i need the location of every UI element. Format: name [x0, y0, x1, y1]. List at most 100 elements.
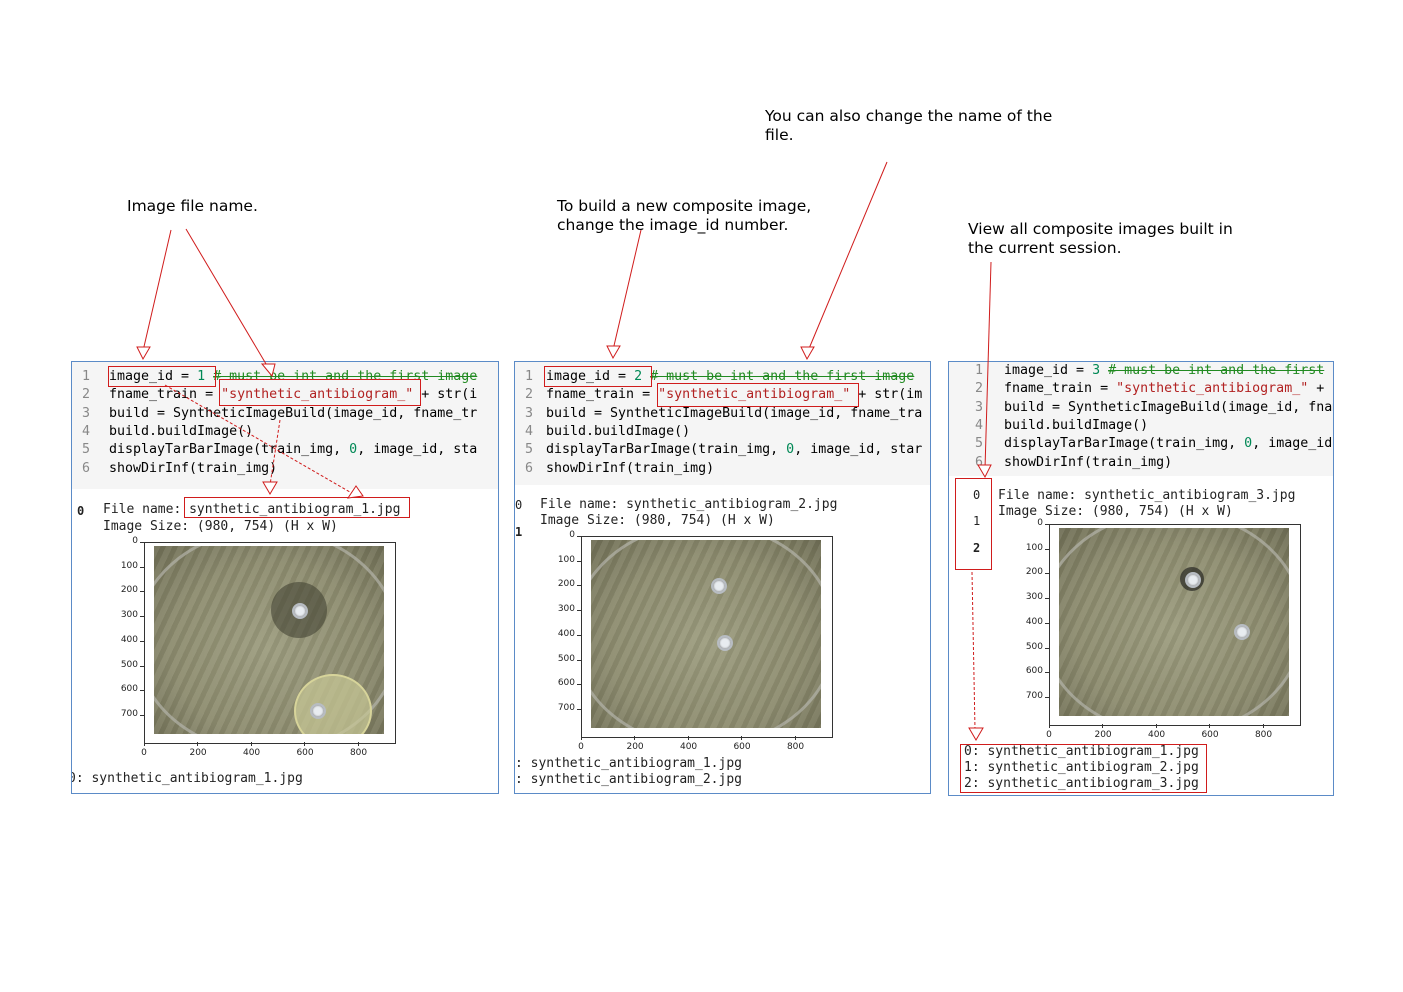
code-token: fname_train =: [1004, 381, 1117, 397]
code-token: image_id =: [546, 369, 635, 384]
output-prompt-3-1[interactable]: 1: [973, 514, 981, 528]
y-tick-label: 100: [120, 560, 138, 571]
code-token: [1100, 363, 1108, 378]
code-token: image_id =: [1004, 363, 1093, 378]
x-tick-label: 400: [242, 748, 261, 758]
code-token: , image_id, star: [794, 442, 923, 458]
y-tick-label: 600: [557, 678, 575, 689]
code-token: displayTarBarImage(train_img,: [1004, 436, 1245, 452]
y-tick-label: 0: [1037, 518, 1043, 528]
output-prompt-list: [955, 478, 992, 570]
code-editor-3[interactable]: 1 image_id = 3 # must be int and the firs…: [949, 362, 1333, 476]
y-tick-label: 0: [132, 536, 138, 546]
code-text: displayTarBarImage(train_img, 0, image_i…: [109, 441, 477, 459]
code-token: , image_id, sta: [357, 442, 478, 458]
y-tick-mark: [1045, 548, 1049, 550]
y-tick-label: 300: [120, 610, 138, 621]
x-tick-label: 800: [786, 742, 805, 752]
code-token: build = SyntheticImageBuild(image_id, fn…: [109, 405, 478, 421]
code-token: fname_train =: [109, 387, 222, 403]
image-size-output-2: Image Size: (980, 754) (H x W): [540, 513, 775, 528]
x-tick-label: 400: [679, 742, 698, 752]
code-token: + str(im: [850, 387, 923, 403]
line-number: 2: [524, 387, 533, 403]
code-token: image_id =: [109, 369, 198, 384]
note-view-all-images: View all composite images built in the c…: [968, 220, 1233, 257]
note-change-file-name: You can also change the name of the file…: [765, 107, 1053, 144]
x-tick-label: 800: [1254, 730, 1273, 740]
y-tick-mark: [577, 634, 581, 636]
x-tick-mark: [687, 736, 689, 740]
line-number: 5: [974, 436, 983, 452]
x-tick-mark: [197, 742, 199, 746]
notebook-cell-2: 1 image_id = 2 # must be int and the firs…: [514, 361, 931, 794]
y-tick-label: 400: [1025, 616, 1043, 627]
code-text: image_id = 2 # must be int and the first…: [546, 368, 914, 386]
code-token: showDirInf(train_img): [1004, 454, 1173, 470]
antibiotic-disc: [717, 634, 734, 651]
code-token: 1: [197, 369, 206, 384]
output-prompt-3-2[interactable]: 2: [973, 541, 981, 555]
y-tick-label: 400: [557, 628, 575, 639]
x-tick-mark: [741, 736, 743, 740]
y-tick-mark: [577, 709, 581, 711]
x-tick-mark: [1102, 724, 1104, 728]
line-number: 6: [524, 460, 533, 476]
x-tick-label: 0: [141, 748, 147, 758]
x-tick-label: 800: [349, 748, 368, 758]
code-text: build = SyntheticImageBuild(image_id, fn…: [1004, 399, 1333, 417]
line-number: 4: [974, 417, 983, 433]
antibiotic-disc: [291, 602, 308, 619]
y-tick-mark: [140, 616, 144, 618]
x-tick-mark: [1155, 724, 1157, 728]
code-editor-2[interactable]: 1 image_id = 2 # must be int and the firs…: [515, 362, 930, 485]
petri-dish-image: [1059, 528, 1289, 716]
y-tick-label: 600: [120, 684, 138, 695]
code-token: # must be int and the first image: [213, 369, 478, 384]
image-plot-3: 0 100 200 300 400 500 600 700 0 200 400 600 800: [1013, 518, 1313, 744]
code-token: +: [1308, 381, 1333, 397]
y-tick-mark: [1045, 697, 1049, 699]
code-text: build.buildImage(): [1004, 417, 1148, 435]
code-token: # must be int and the first: [1108, 363, 1325, 378]
petri-dish-image: [591, 540, 821, 728]
code-token: 0: [786, 442, 795, 458]
code-text: fname_train = "synthetic_antibiogram_" +…: [546, 386, 922, 404]
notebook-cell-3: 1 image_id = 3 # must be int and the firs…: [948, 361, 1334, 796]
line-number: 4: [81, 423, 90, 439]
y-tick-mark: [140, 542, 144, 543]
y-tick-mark: [577, 585, 581, 587]
code-text: image_id = 3 # must be int and the first: [1004, 362, 1324, 380]
code-token: , image_id: [1252, 436, 1333, 452]
y-tick-label: 700: [1025, 691, 1043, 702]
image-size-output-1: Image Size: (980, 754) (H x W): [103, 519, 338, 534]
line-number: 6: [974, 454, 983, 470]
code-token: showDirInf(train_img): [546, 460, 715, 476]
dir-listing-3a: 0: synthetic_antibiogram_1.jpg: [964, 744, 1199, 759]
y-tick-label: 500: [120, 659, 138, 670]
line-number: 1: [81, 369, 90, 384]
y-tick-label: 100: [557, 554, 575, 565]
y-tick-mark: [1045, 524, 1049, 525]
y-tick-label: 500: [557, 653, 575, 664]
y-tick-mark: [577, 560, 581, 562]
code-token: 0: [1244, 436, 1253, 452]
code-token: 0: [349, 442, 358, 458]
code-text: displayTarBarImage(train_img, 0, image_i…: [546, 441, 922, 459]
dir-listing-3c: 2: synthetic_antibiogram_3.jpg: [964, 776, 1199, 791]
y-tick-label: 700: [557, 703, 575, 714]
dish-rim: [1059, 528, 1289, 716]
y-tick-label: 300: [1025, 592, 1043, 603]
dir-listing-2a: : synthetic_antibiogram_1.jpg: [515, 756, 742, 771]
code-text: build = SyntheticImageBuild(image_id, fn…: [546, 405, 922, 423]
line-number: 4: [524, 423, 533, 439]
highlight-image-id-2: [544, 366, 652, 387]
x-tick-mark: [581, 736, 582, 740]
y-tick-mark: [140, 566, 144, 568]
y-tick-label: 500: [1025, 641, 1043, 652]
output-prompt-3-0[interactable]: 0: [973, 488, 981, 502]
x-tick-mark: [250, 742, 252, 746]
code-text: build.buildImage(): [109, 423, 253, 441]
file-name-output-1: File name: synthetic_antibiogram_1.jpg: [103, 502, 401, 517]
code-token: displayTarBarImage(train_img,: [546, 442, 787, 458]
